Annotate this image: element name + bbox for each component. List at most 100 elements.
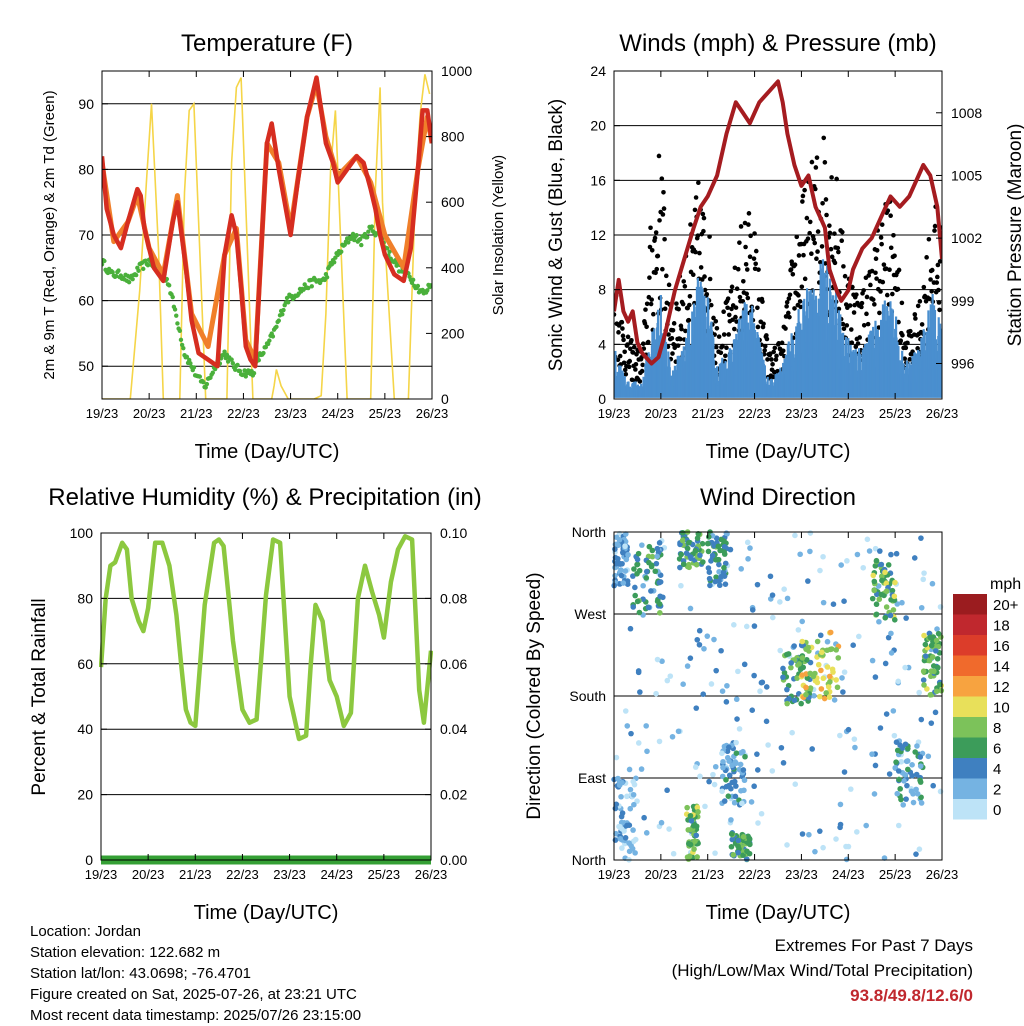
direction-point bbox=[871, 587, 878, 594]
gust-point bbox=[859, 300, 865, 306]
gust-point bbox=[802, 187, 807, 193]
direction-point bbox=[765, 742, 771, 748]
direction-point bbox=[833, 647, 840, 653]
gust-point bbox=[764, 336, 770, 342]
extremes-subheading: (High/Low/Max Wind/Total Precipitation) bbox=[671, 961, 973, 980]
direction-point bbox=[891, 616, 898, 623]
dewpoint-point bbox=[428, 283, 432, 288]
gust-point bbox=[787, 292, 793, 298]
gust-point bbox=[733, 314, 738, 320]
direction-point bbox=[716, 578, 722, 584]
gust-point bbox=[888, 213, 893, 218]
direction-point bbox=[791, 697, 798, 704]
direction-point bbox=[888, 650, 895, 656]
gust-point bbox=[648, 301, 654, 307]
direction-point bbox=[824, 664, 831, 670]
dewpoint-point bbox=[222, 349, 227, 354]
x-tick-label: 24/23 bbox=[320, 867, 353, 882]
gust-point bbox=[832, 260, 838, 266]
direction-point bbox=[758, 679, 765, 686]
dewpoint-point bbox=[352, 237, 357, 243]
gust-point bbox=[880, 279, 886, 285]
direction-point bbox=[743, 623, 750, 630]
gust-point bbox=[762, 343, 768, 349]
direction-point bbox=[895, 768, 902, 774]
legend-label: 20+ bbox=[993, 597, 1019, 614]
direction-point bbox=[872, 674, 879, 680]
dewpoint-point bbox=[284, 295, 290, 301]
direction-point bbox=[612, 837, 619, 843]
dewpoint-point bbox=[130, 276, 135, 282]
direction-point bbox=[700, 691, 707, 697]
gust-point bbox=[874, 276, 879, 281]
direction-point bbox=[882, 614, 889, 621]
winds-x-ticks: 19/23 20/23 21/23 22/23 23/23 24/23 25/23 26/23 bbox=[598, 71, 958, 421]
direction-point bbox=[927, 634, 934, 641]
direction-point bbox=[840, 689, 846, 695]
direction-point bbox=[891, 593, 898, 600]
winddir-x-axis-label: Time (Day/UTC) bbox=[706, 902, 851, 924]
dewpoint-point bbox=[201, 379, 206, 385]
direction-point bbox=[615, 555, 621, 562]
gust-point bbox=[899, 300, 905, 306]
humidity-x-ticks: 19/23 20/23 21/23 22/23 23/23 24/23 25/23 26/23 bbox=[85, 533, 447, 882]
gust-point bbox=[802, 276, 808, 282]
direction-point bbox=[786, 695, 792, 702]
direction-point bbox=[700, 559, 706, 565]
gust-point bbox=[801, 252, 806, 258]
direction-point bbox=[810, 673, 817, 680]
gust-point bbox=[805, 236, 811, 241]
y2-tick-label: 400 bbox=[441, 260, 465, 276]
y2-tick-label: 999 bbox=[951, 293, 975, 309]
y2-tick-label: 0.06 bbox=[440, 656, 467, 672]
gust-point bbox=[768, 351, 773, 357]
direction-point bbox=[705, 548, 712, 555]
gust-point bbox=[822, 160, 828, 165]
gust-point bbox=[839, 229, 845, 235]
gust-point bbox=[678, 336, 683, 342]
winddir-title: Wind Direction bbox=[700, 484, 856, 511]
gust-point bbox=[743, 261, 749, 267]
direction-point bbox=[749, 607, 756, 613]
direction-point bbox=[757, 688, 763, 695]
direction-point bbox=[872, 563, 879, 569]
gust-point bbox=[832, 231, 837, 236]
legend-swatch bbox=[953, 737, 987, 758]
direction-point bbox=[713, 535, 720, 541]
gust-point bbox=[932, 223, 938, 229]
y-tick-label: 80 bbox=[78, 161, 94, 177]
gust-point bbox=[814, 155, 820, 160]
humidity-series bbox=[99, 534, 433, 865]
x-tick-label: 25/23 bbox=[368, 867, 401, 882]
dewpoint-point bbox=[116, 268, 121, 273]
gust-point bbox=[818, 259, 823, 265]
direction-point bbox=[630, 838, 637, 845]
dewpoint-point bbox=[331, 260, 337, 265]
direction-point bbox=[811, 692, 817, 699]
direction-point bbox=[751, 783, 757, 790]
y-tick-label: 8 bbox=[598, 282, 606, 298]
direction-point bbox=[723, 699, 730, 705]
direction-point bbox=[890, 607, 897, 613]
humidity-panel: Relative Humidity (%) & Precipitation (i… bbox=[29, 484, 482, 924]
direction-point bbox=[625, 551, 631, 558]
direction-point bbox=[735, 843, 741, 850]
gust-point bbox=[633, 367, 638, 372]
gust-point bbox=[788, 267, 794, 272]
gust-point bbox=[790, 271, 796, 277]
temperature-right-ticks: 0 200 400 600 800 1000 bbox=[426, 63, 472, 407]
dewpoint-point bbox=[387, 249, 392, 254]
direction-point bbox=[711, 636, 717, 643]
direction-point bbox=[803, 656, 810, 663]
extremes-box: Extremes For Past 7 Days (High/Low/Max W… bbox=[672, 933, 973, 1008]
gust-point bbox=[628, 346, 633, 352]
direction-point bbox=[623, 531, 629, 537]
x-tick-label: 24/23 bbox=[832, 406, 865, 421]
direction-point bbox=[921, 682, 927, 688]
direction-point bbox=[709, 552, 716, 559]
direction-point bbox=[659, 658, 665, 665]
direction-point bbox=[851, 736, 858, 742]
gust-point bbox=[895, 286, 901, 292]
direction-point bbox=[918, 535, 924, 541]
direction-point bbox=[622, 543, 628, 550]
